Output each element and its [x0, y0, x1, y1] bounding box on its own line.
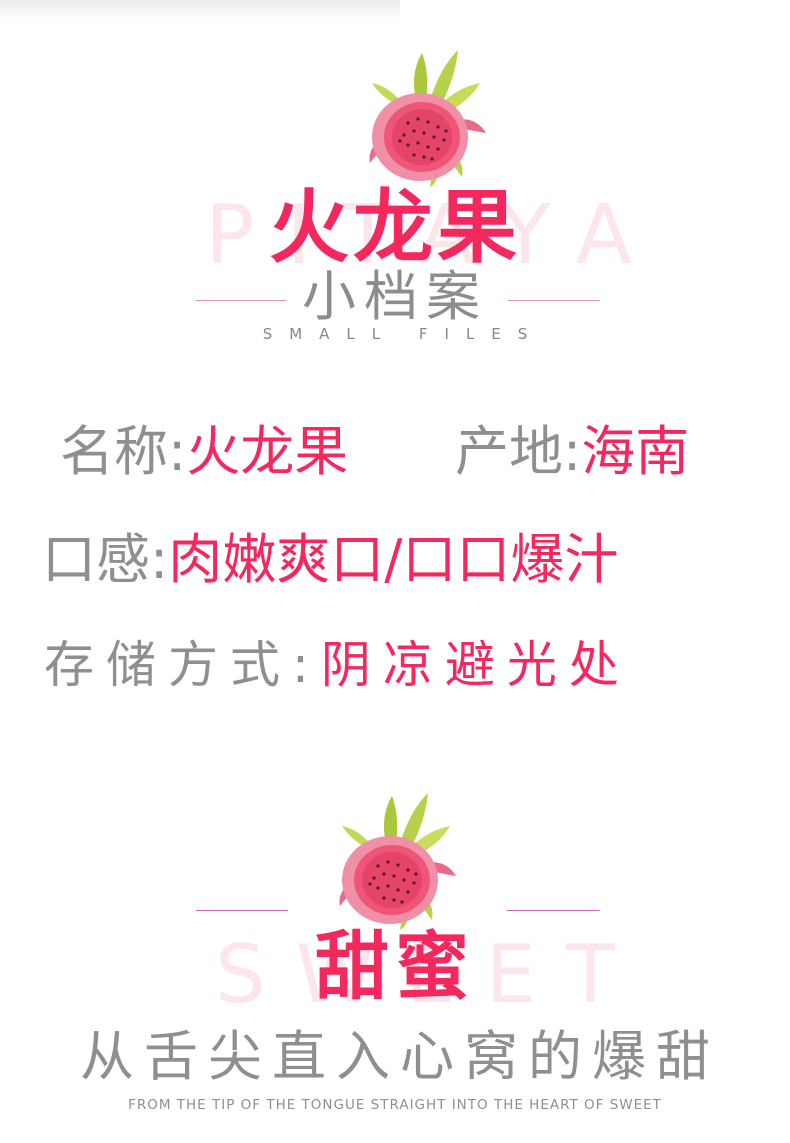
top-shade — [0, 0, 400, 20]
storage-value: 阴凉避光处 — [320, 636, 631, 694]
origin-label: 产地: — [455, 420, 582, 483]
divider-left-2 — [196, 910, 288, 911]
watermark-pitaya: PITAYA — [205, 188, 664, 283]
info-name: 名称:火龙果 — [60, 425, 348, 479]
info-origin: 产地:海南 — [455, 425, 689, 479]
slogan-en: FROM THE TIP OF THE TONGUE STRAIGHT INTO… — [128, 1097, 662, 1113]
subtitle-en: SMALL FILES — [262, 325, 545, 343]
name-value: 火龙果 — [186, 420, 349, 483]
taste-label: 口感: — [42, 528, 169, 591]
dragon-fruit-icon — [339, 793, 456, 930]
dragon-fruit-icon — [369, 50, 486, 187]
page-title: 火龙果 — [269, 181, 521, 274]
name-label: 名称: — [60, 420, 187, 483]
taste-value: 肉嫩爽口/口口爆汁 — [168, 528, 619, 591]
storage-label: 存储方式: — [44, 636, 321, 694]
divider-left — [196, 300, 286, 301]
divider-right-2 — [507, 910, 600, 911]
info-taste: 口感:肉嫩爽口/口口爆汁 — [42, 533, 618, 587]
info-storage: 存储方式:阴凉避光处 — [44, 640, 631, 690]
origin-value: 海南 — [581, 420, 690, 483]
slogan: 从舌尖直入心窝的爆甜 — [80, 1025, 720, 1088]
divider-right — [508, 300, 600, 301]
watermark-sweet: SWEET — [215, 928, 645, 1021]
page-subtitle: 小档案 — [302, 265, 488, 328]
section-title-sweet: 甜蜜 — [315, 924, 475, 1010]
